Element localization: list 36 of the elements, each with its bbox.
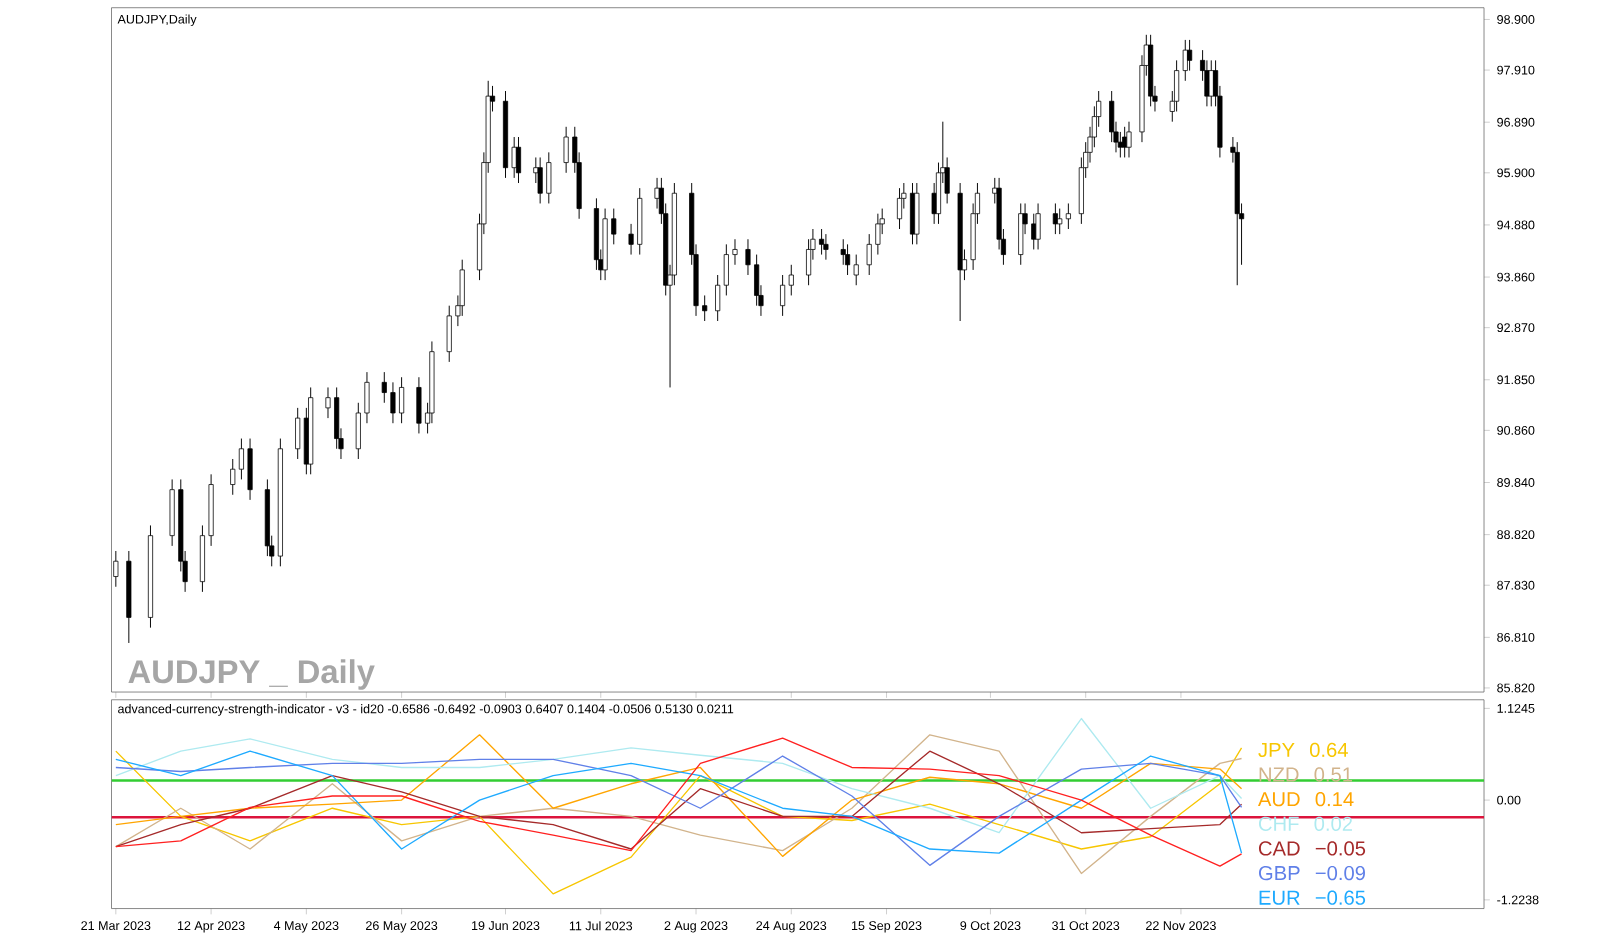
series-label: CHF	[1258, 816, 1299, 832]
annotation: 0.14	[1315, 792, 1354, 807]
annotation: 0.64	[1309, 743, 1348, 758]
candlestick	[853, 254, 859, 287]
candlestick	[1057, 208, 1063, 235]
candlestick	[113, 550, 119, 588]
series-label: NZD	[1259, 767, 1299, 782]
candlestick	[1052, 203, 1058, 235]
line-series	[115, 747, 1243, 895]
text: EUR	[1259, 891, 1300, 906]
annotation: −0.05	[1315, 841, 1366, 856]
annotation: AUDJPY _ Daily	[128, 659, 375, 691]
series-label: JPY	[1258, 743, 1295, 758]
candlestick	[416, 377, 422, 435]
candlestick	[1208, 60, 1214, 108]
candlestick	[823, 233, 829, 261]
candlestick	[1018, 203, 1024, 266]
series-label: AUD	[1257, 792, 1300, 807]
candlestick	[914, 182, 920, 246]
line-series	[115, 718, 1243, 834]
candlestick	[515, 136, 522, 184]
candlestick	[1065, 203, 1071, 230]
series-label: CAD	[1258, 841, 1300, 856]
candlestick	[247, 438, 253, 501]
candlestick	[896, 187, 903, 230]
annotation: 0.02	[1314, 816, 1352, 832]
candlestick	[1126, 121, 1132, 159]
annotation: −0.09	[1315, 866, 1365, 881]
candlestick	[780, 274, 786, 317]
text: GBP	[1258, 866, 1300, 881]
annotation: −0.65	[1315, 890, 1366, 906]
candlestick	[845, 244, 851, 276]
candlestick	[1035, 203, 1041, 251]
candlestick	[715, 274, 721, 322]
candlestick	[295, 407, 301, 460]
annotation: 0.51	[1314, 767, 1353, 782]
